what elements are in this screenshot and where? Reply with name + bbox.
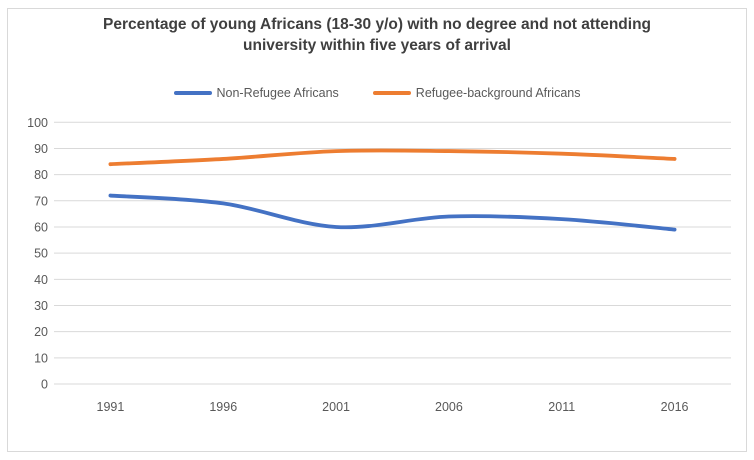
series-line-refugee-background-africans — [108, 148, 677, 167]
legend-item-refugee-background-africans: Refugee-background Africans — [372, 86, 581, 100]
y-axis-tick-label: 10 — [34, 351, 48, 365]
x-axis-tick-label: 2001 — [322, 400, 350, 414]
x-axis-tick-label: 2016 — [661, 400, 689, 414]
y-axis-tick-label: 70 — [34, 194, 48, 208]
y-axis-tick-label: 80 — [34, 168, 48, 182]
legend-label-refugee-background-africans: Refugee-background Africans — [415, 86, 581, 100]
y-axis-tick-label: 100 — [27, 116, 48, 130]
legend-label-non-refugee-africans: Non-Refugee Africans — [216, 86, 339, 100]
y-axis-tick-label: 50 — [34, 247, 48, 261]
y-axis-tick-label: 0 — [41, 378, 48, 392]
chart-frame: Percentage of young Africans (18-30 y/o)… — [7, 8, 747, 452]
y-axis-tick-label: 40 — [34, 273, 48, 287]
y-axis-tick-label: 90 — [34, 142, 48, 156]
legend-item-non-refugee-africans: Non-Refugee Africans — [173, 86, 339, 100]
x-axis-tick-label: 2011 — [548, 400, 575, 414]
legend-line-swatch-blue — [173, 91, 212, 95]
legend-line-swatch-orange — [372, 91, 411, 95]
y-axis-tick-label: 60 — [34, 220, 48, 234]
series-line-non-refugee-africans — [108, 193, 677, 232]
x-axis-tick-label: 1996 — [209, 400, 237, 414]
x-axis-tick-label: 2006 — [435, 400, 463, 414]
x-axis-tick-label: 1991 — [97, 400, 125, 414]
y-axis-tick-label: 20 — [34, 325, 48, 339]
chart-title: Percentage of young Africans (18-30 y/o)… — [102, 16, 652, 54]
line-chart-plot-area: 0 10 20 30 40 50 60 70 80 90 100 1991 1996 2001 2006 20… — [27, 116, 731, 414]
y-axis-tick-label: 30 — [34, 299, 48, 313]
chart-legend: Non-Refugee Africans Refugee-background … — [8, 86, 746, 100]
